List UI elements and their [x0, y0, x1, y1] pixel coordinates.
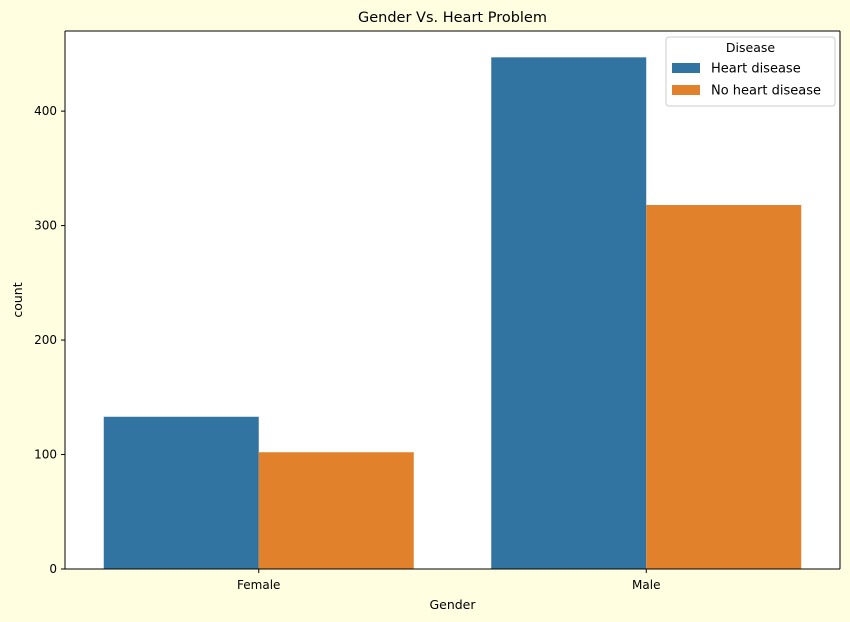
y-tick-label: 0 — [49, 562, 57, 576]
legend-swatch-no-heart-disease — [672, 85, 700, 95]
y-tick-label: 200 — [34, 333, 57, 347]
x-tick-label-male: Male — [632, 578, 660, 592]
legend-label-heart-disease: Heart disease — [711, 62, 801, 77]
y-tick-label: 400 — [34, 104, 57, 118]
y-axis-title: count — [10, 282, 25, 317]
bars-layer — [103, 57, 802, 569]
legend-box — [665, 36, 836, 107]
x-axis-title: Gender — [429, 597, 476, 612]
legend: Disease Heart disease No heart disease — [665, 36, 836, 107]
axes-layer: 0 100 200 300 400 Female Male — [34, 30, 841, 592]
legend-label-no-heart-disease: No heart disease — [711, 84, 821, 99]
bar-female-no-heart-disease — [258, 452, 414, 569]
bar-male-heart-disease — [491, 57, 647, 569]
legend-title: Disease — [726, 40, 775, 55]
x-tick-label-female: Female — [237, 578, 280, 592]
y-tick-label: 300 — [34, 219, 57, 233]
y-tick-label: 100 — [34, 448, 57, 462]
bar-male-no-heart-disease — [646, 204, 802, 569]
legend-swatch-heart-disease — [672, 63, 700, 73]
bar-female-heart-disease — [103, 416, 259, 569]
chart-title: Gender Vs. Heart Problem — [358, 10, 547, 26]
